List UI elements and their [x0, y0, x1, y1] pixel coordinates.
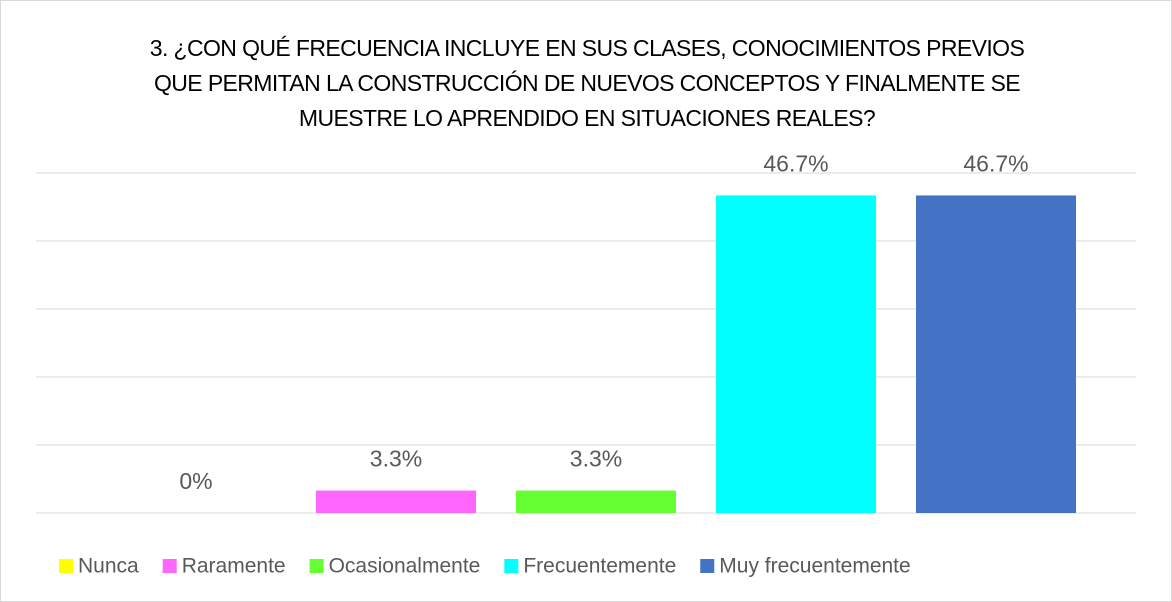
legend-swatch	[59, 559, 73, 573]
legend-label: Nunca	[78, 555, 139, 578]
legend-label: Raramente	[182, 555, 286, 578]
legend-label: Muy frecuentemente	[719, 555, 910, 578]
legend-swatch	[162, 559, 177, 573]
data-label: 46.7%	[763, 151, 828, 177]
bar	[516, 490, 676, 513]
data-label: 0%	[179, 468, 212, 494]
bar	[916, 195, 1076, 513]
legend-swatch	[309, 559, 324, 573]
chart-title: 3. ¿CON QUÉ FRECUENCIA INCLUYE EN SUS CL…	[149, 35, 1025, 131]
data-label: 3.3%	[570, 446, 622, 472]
data-label: 46.7%	[963, 151, 1028, 177]
bar	[716, 195, 876, 513]
data-label: 3.3%	[370, 446, 422, 472]
legend-swatch	[504, 559, 519, 573]
legend-label: Ocasionalmente	[329, 555, 481, 578]
bar	[316, 490, 476, 513]
legend-label: Frecuentemente	[523, 555, 676, 578]
legend-swatch	[700, 559, 715, 573]
